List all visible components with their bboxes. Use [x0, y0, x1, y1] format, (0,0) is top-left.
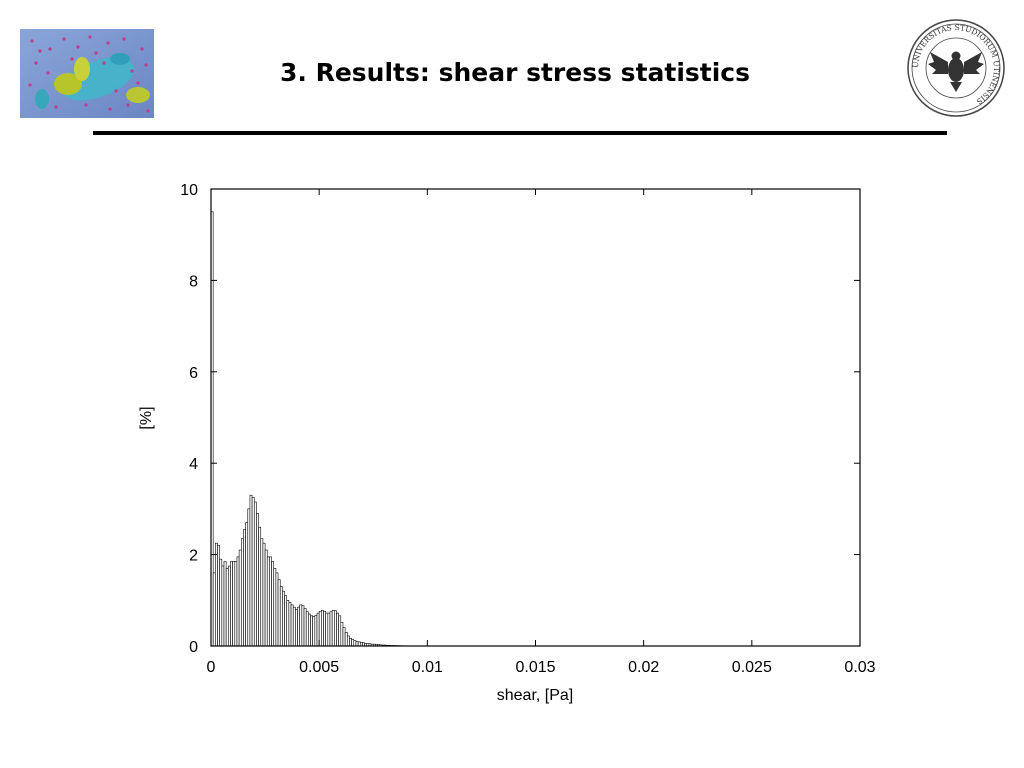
histogram-bar [310, 615, 313, 647]
histogram-bar [340, 621, 344, 647]
histogram-bar [323, 610, 326, 647]
histogram-bar [223, 561, 227, 647]
histogram-bar [238, 549, 242, 647]
histogram-bar [299, 604, 303, 647]
histogram-bar [327, 612, 331, 647]
histogram-bar [240, 538, 244, 647]
y-axis-label: [%] [138, 406, 155, 429]
histogram-bar [321, 610, 324, 647]
y-tick-label: 8 [189, 273, 198, 290]
histogram-bar [243, 529, 246, 647]
histogram-bar [215, 542, 218, 647]
histogram-bar [251, 497, 255, 647]
y-tick-labels: 0 2 4 6 8 10 [180, 182, 198, 656]
x-tick-label: 0.02 [628, 659, 659, 676]
histogram-bar [282, 590, 285, 647]
histogram-bar [355, 641, 359, 647]
histogram-bar [230, 561, 233, 647]
histogram-bar [312, 615, 316, 647]
histogram-bar [346, 635, 350, 647]
histogram-bars [210, 211, 450, 647]
university-seal: UNIVERSITAS STUDIORUM UTINENSIS [906, 18, 1006, 118]
histogram-bar [271, 561, 275, 647]
histogram-bar [253, 501, 257, 647]
y-tick-label: 2 [189, 548, 198, 565]
x-tick-label: 0.01 [412, 659, 443, 676]
x-axis-label: shear, [Pa] [497, 687, 574, 704]
histogram-bar [357, 641, 361, 647]
histogram-bar [301, 605, 305, 647]
histogram-bar [234, 561, 238, 647]
histogram-bar [262, 542, 266, 647]
histogram-bar [305, 611, 309, 647]
histogram-bar [217, 545, 220, 647]
histogram-bar [338, 615, 342, 647]
histogram-bar [275, 572, 279, 647]
plot-frame [210, 188, 861, 647]
x-tick-label: 0.025 [732, 659, 772, 676]
histogram-bar [269, 556, 272, 647]
histogram-bar [245, 522, 249, 647]
histogram-bar [236, 556, 240, 647]
y-tick-label: 0 [189, 639, 198, 656]
histogram-bar [303, 608, 307, 647]
university-seal-icon: UNIVERSITAS STUDIORUM UTINENSIS [907, 19, 1005, 117]
histogram-bar [221, 565, 225, 647]
histogram-bar [228, 565, 231, 647]
histogram-bar [266, 556, 270, 647]
x-tick-label: 0.005 [299, 659, 339, 676]
histogram-bar [308, 613, 311, 647]
histogram-bar [329, 611, 333, 647]
y-tick-label: 10 [180, 182, 198, 199]
x-tick-label: 0 [207, 659, 216, 676]
x-tick-label: 0.03 [844, 659, 875, 676]
histogram-bar [286, 599, 290, 647]
histogram-bar [249, 494, 253, 647]
histogram-bar [279, 586, 283, 647]
x-tick-labels: 0 0.005 0.01 0.015 0.02 0.025 0.03 [207, 659, 876, 676]
histogram-bar [292, 606, 296, 647]
x-tick-label: 0.015 [515, 659, 555, 676]
histogram-bar [297, 606, 300, 647]
histogram-bar [247, 508, 251, 647]
histogram-bar [273, 568, 277, 647]
axis-ticks [210, 188, 861, 647]
histogram-bar [336, 612, 339, 647]
histogram-bar [277, 579, 281, 647]
histogram-bar [258, 526, 262, 647]
histogram-bar [264, 549, 268, 647]
left-logo [20, 29, 154, 118]
histogram-bar [342, 627, 346, 647]
histogram-bar [260, 538, 264, 647]
title-divider [93, 131, 947, 135]
histogram-bar [219, 558, 223, 647]
histogram-bar [353, 640, 357, 647]
y-tick-label: 4 [189, 456, 198, 473]
histogram-bar [212, 572, 216, 647]
histogram-bar [344, 631, 348, 647]
turbulence-visualization-thumbnail [20, 29, 154, 118]
histogram-bar [314, 615, 318, 647]
histogram-bar [349, 637, 352, 647]
y-tick-label: 6 [189, 365, 198, 382]
histogram-bar [334, 610, 337, 647]
histogram-bar [331, 610, 335, 647]
histogram-bar [288, 602, 292, 647]
histogram-bar [295, 609, 298, 647]
histogram-bar [232, 561, 236, 647]
slide-title: 3. Results: shear stress statistics [279, 58, 751, 87]
histogram-bar [290, 604, 294, 647]
histogram-bar [225, 568, 229, 647]
histogram-bar [325, 612, 329, 647]
histogram-bar [284, 595, 288, 647]
histogram-bar [256, 513, 259, 647]
histogram-bar [351, 639, 355, 647]
